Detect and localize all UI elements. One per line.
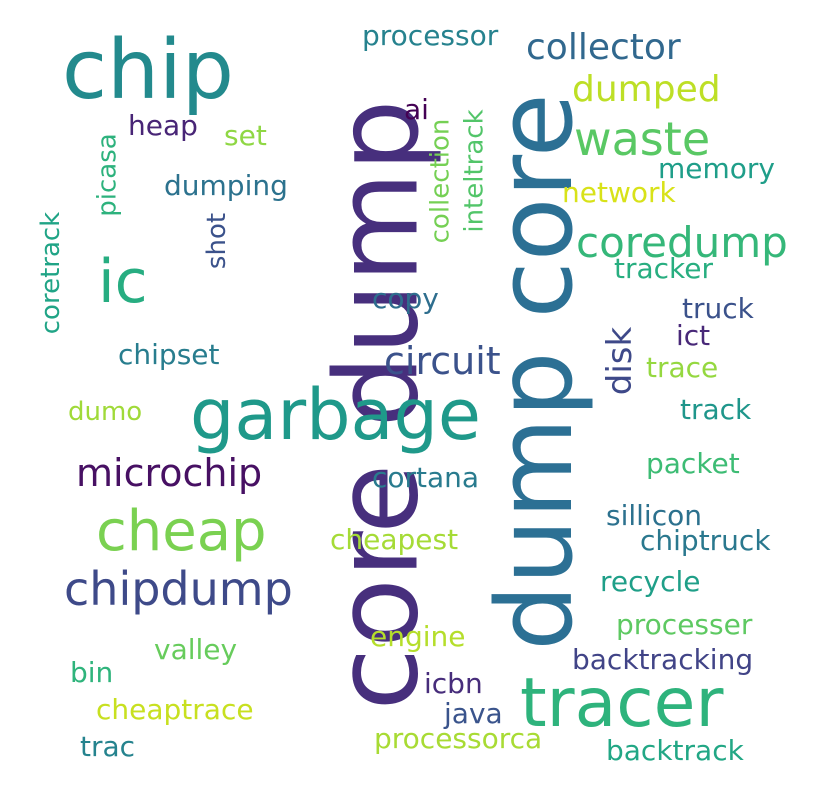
word-valley: valley bbox=[154, 633, 238, 666]
word-picasa: picasa bbox=[92, 133, 123, 217]
word-ai: ai bbox=[404, 93, 429, 126]
word-shot: shot bbox=[202, 212, 233, 270]
word-chipdump: chipdump bbox=[64, 562, 293, 616]
word-java: java bbox=[444, 697, 503, 730]
word-icbn: icbn bbox=[424, 667, 483, 700]
word-heap: heap bbox=[128, 109, 198, 142]
word-memory: memory bbox=[658, 152, 775, 185]
word-recycle: recycle bbox=[600, 565, 701, 598]
word-processorca: processorca bbox=[374, 722, 543, 755]
word-ict: ict bbox=[676, 319, 711, 352]
word-waste: waste bbox=[574, 112, 711, 166]
word-processer: processer bbox=[616, 608, 753, 641]
word-backtrack: backtrack bbox=[606, 734, 744, 767]
word-trace: trace bbox=[646, 351, 719, 384]
word-track: track bbox=[680, 393, 752, 426]
word-collector: collector bbox=[526, 27, 681, 68]
word-garbage: garbage bbox=[190, 374, 481, 456]
word-trac: trac bbox=[80, 730, 136, 763]
word-dumping: dumping bbox=[164, 169, 288, 202]
word-bin: bin bbox=[70, 656, 114, 689]
word-tracer: tracer bbox=[520, 664, 724, 743]
word-packet: packet bbox=[646, 447, 740, 480]
word-processor: processor bbox=[362, 19, 499, 52]
word-dumo: dumo bbox=[68, 397, 143, 427]
word-truck: truck bbox=[682, 292, 754, 325]
word-sillicon: sillicon bbox=[606, 499, 702, 532]
word-chiptruck: chiptruck bbox=[640, 524, 771, 557]
word-coredump: coredump bbox=[576, 218, 788, 267]
word-microchip: microchip bbox=[76, 451, 263, 495]
word-ic: ic bbox=[98, 247, 148, 317]
word-chip: chip bbox=[62, 23, 234, 118]
word-collection: collection bbox=[425, 118, 456, 244]
word-circuit: circuit bbox=[384, 339, 501, 383]
word-backtracking: backtracking bbox=[572, 643, 754, 676]
word-cheapest: cheapest bbox=[330, 523, 459, 556]
word-engine: engine bbox=[370, 620, 466, 653]
word-cheap: cheap bbox=[96, 499, 267, 564]
word-set: set bbox=[224, 119, 267, 152]
word-inteltrack: inteltrack bbox=[459, 109, 490, 233]
word-cortana: cortana bbox=[372, 461, 480, 494]
word-copy: copy bbox=[372, 282, 439, 315]
word-chipset: chipset bbox=[118, 338, 220, 371]
word-disk: disk bbox=[600, 326, 641, 396]
word-dumped: dumped bbox=[572, 69, 721, 110]
word-coretrack: coretrack bbox=[36, 211, 67, 335]
word-network: network bbox=[562, 176, 676, 209]
word-cheaptrace: cheaptrace bbox=[96, 693, 254, 726]
word-tracker: tracker bbox=[614, 252, 713, 285]
